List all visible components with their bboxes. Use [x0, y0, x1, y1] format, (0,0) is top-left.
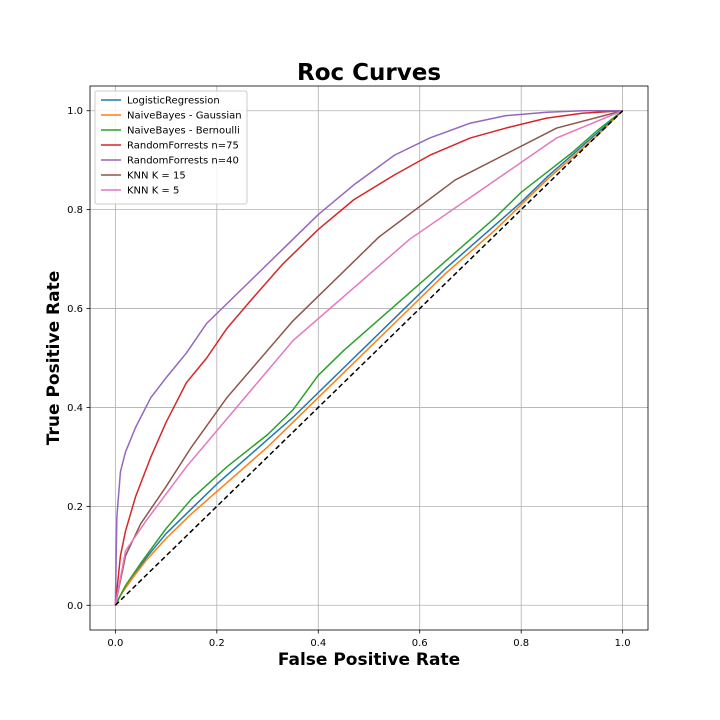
x-axis-label: False Positive Rate	[278, 650, 460, 670]
y-tick-label: 0.4	[67, 403, 83, 414]
series-line-knn-k-15	[114, 110, 623, 606]
series-line-logisticregression	[114, 110, 624, 606]
x-tick-label: 0.8	[513, 638, 529, 649]
legend-label: KNN K = 5	[127, 186, 179, 197]
series-line-naivebayes-bernoulli	[114, 110, 624, 606]
legend-box	[94, 90, 248, 205]
chart-title: Roc Curves	[297, 60, 441, 86]
x-tick-label: 0.2	[209, 638, 225, 649]
legend-label: RandomForrests n=40	[127, 156, 239, 167]
y-tick-label: 0.8	[67, 205, 83, 216]
plot-frame	[89, 85, 649, 631]
x-tick-label: 0.4	[310, 638, 326, 649]
x-tick-label: 1.0	[615, 638, 631, 649]
legend-label: NaiveBayes - Bernoulli	[127, 126, 240, 137]
y-tick-label: 0.0	[67, 601, 83, 612]
y-tick-label: 1.0	[67, 106, 83, 117]
y-axis-label: True Positive Rate	[44, 271, 64, 445]
series-line-naivebayes-gaussian	[114, 110, 624, 606]
plot-area: 0.0 0.2 0.4 0.6 0.8 1.0 0.0 0.2 0.4 0.6 0.8 1.0 Logi…	[67, 85, 649, 649]
legend-label: KNN K = 15	[127, 171, 186, 182]
diagonal-reference-line	[114, 110, 624, 606]
series-line-randomforrests-n-75	[114, 109, 623, 606]
series-line-knn-k-5	[114, 110, 623, 606]
legend: LogisticRegression NaiveBayes - Gaussian N…	[94, 90, 248, 205]
y-tick-label: 0.2	[67, 502, 83, 513]
series-line-randomforrests-n-40	[114, 109, 623, 606]
x-tick-label: 0.0	[107, 638, 123, 649]
y-tick-label: 0.6	[67, 304, 83, 315]
legend-label: RandomForrests n=75	[127, 141, 239, 152]
legend-label: NaiveBayes - Gaussian	[127, 111, 242, 122]
x-tick-label: 0.6	[412, 638, 428, 649]
legend-label: LogisticRegression	[127, 96, 220, 107]
